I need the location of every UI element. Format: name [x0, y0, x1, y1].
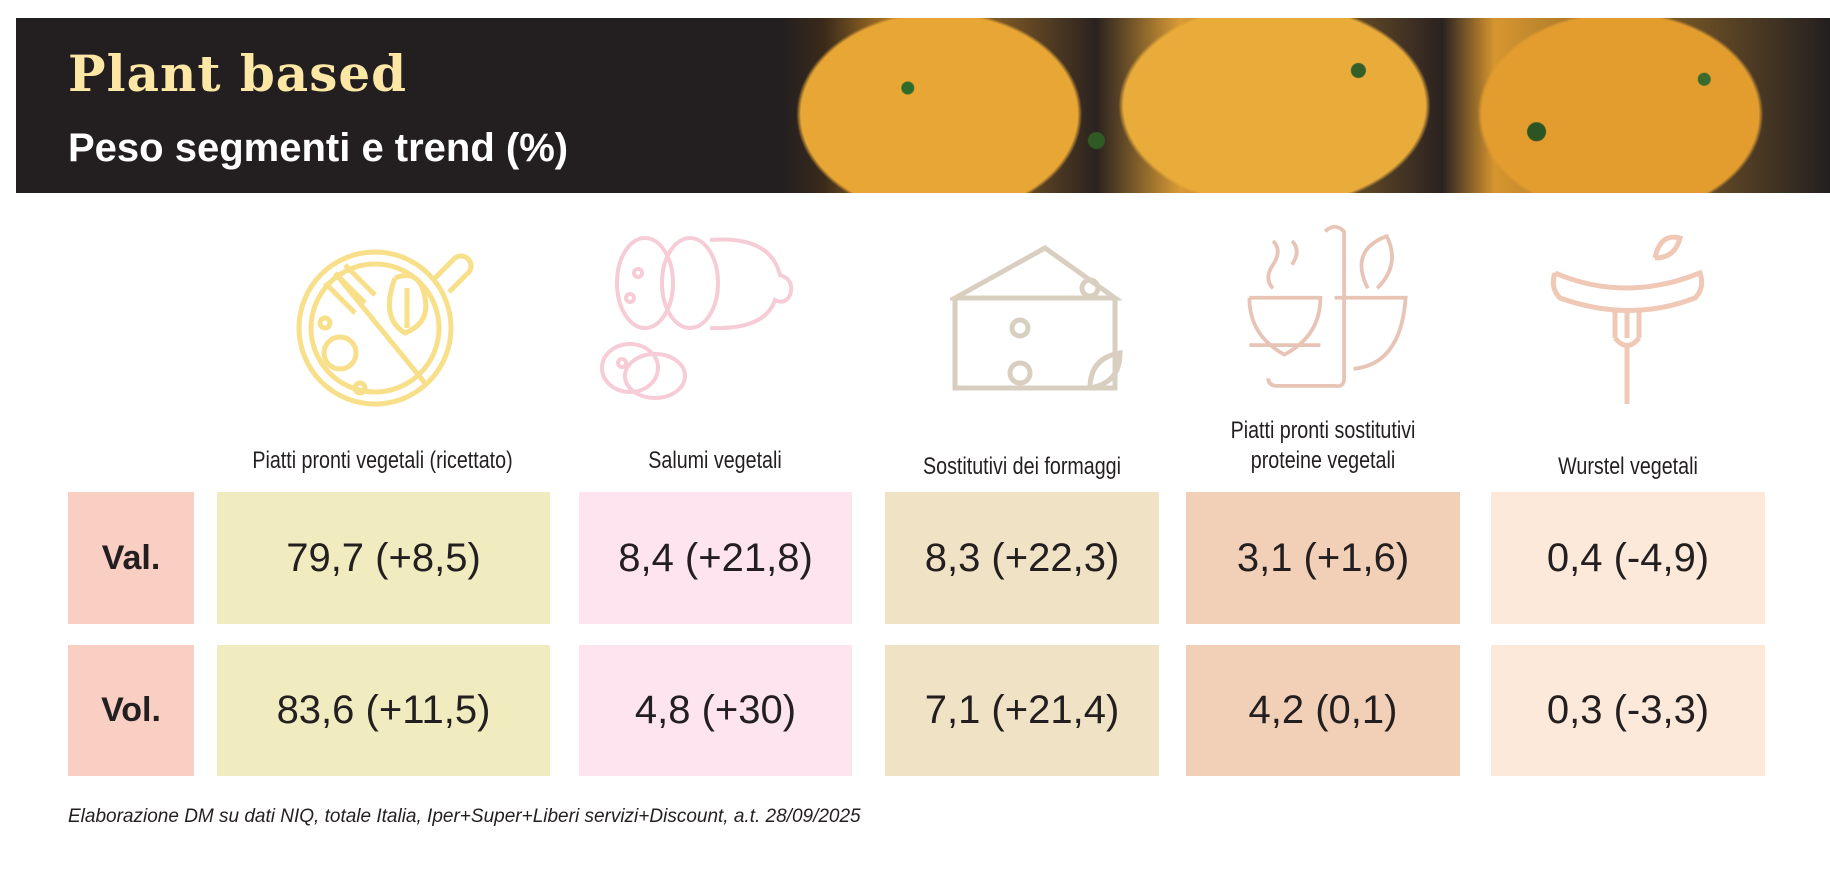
column-label: Wurstel vegetali	[1558, 453, 1698, 480]
value-cell: 0,3 (-3,3)	[1491, 645, 1765, 776]
food-photo	[782, 18, 1830, 193]
value-cell: 83,6 (+11,5)	[217, 645, 550, 776]
value-cell: 3,1 (+1,6)	[1186, 492, 1460, 624]
value-cell: 4,2 (0,1)	[1186, 645, 1460, 776]
value-cell: 7,1 (+21,4)	[885, 645, 1159, 776]
column-label: Piatti pronti sostitutivi proteine veget…	[1200, 416, 1446, 476]
column-label-line: proteine vegetali	[1250, 447, 1396, 474]
sausage-fork-icon	[1550, 234, 1705, 404]
column-label: Piatti pronti vegetali (ricettato)	[252, 447, 513, 474]
value-cell: 79,7 (+8,5)	[217, 492, 550, 624]
column-label-line: Piatti pronti sostitutivi	[1230, 417, 1416, 444]
row-label-val: Val.	[68, 492, 194, 624]
column-label: Sostitutivi dei formaggi	[922, 453, 1121, 480]
soup-bowl-icon	[1247, 224, 1408, 389]
value-cell: 4,8 (+30)	[579, 645, 852, 776]
plate-fork-icon	[296, 249, 474, 407]
page-title: Plant based	[68, 44, 408, 103]
cheese-icon	[950, 245, 1123, 391]
column-label: Salumi vegetali	[648, 447, 782, 474]
page-subtitle: Peso segmenti e trend (%)	[68, 126, 569, 170]
source-note: Elaborazione DM su dati NIQ, totale Ital…	[68, 806, 861, 827]
value-cell: 8,3 (+22,3)	[885, 492, 1159, 624]
row-label-vol: Vol.	[68, 645, 194, 776]
value-cell: 0,4 (-4,9)	[1491, 492, 1765, 624]
salami-icon	[600, 236, 794, 400]
value-cell: 8,4 (+21,8)	[579, 492, 852, 624]
header-banner	[16, 18, 1830, 193]
